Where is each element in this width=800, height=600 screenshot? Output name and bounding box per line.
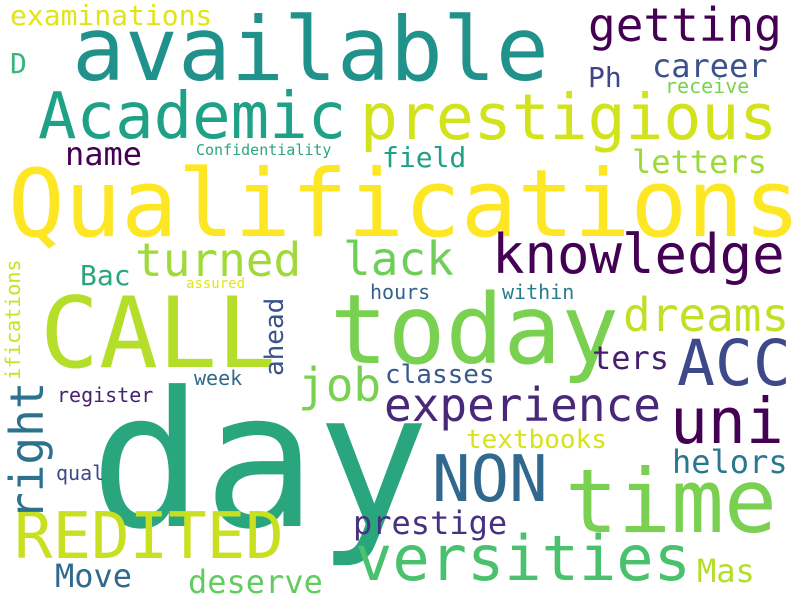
word-ters: ters xyxy=(592,339,670,377)
word-turned: turned xyxy=(135,233,302,287)
word-ph: Ph xyxy=(588,61,622,94)
word-mas: Mas xyxy=(697,552,755,590)
word-getting: getting xyxy=(588,0,782,52)
word-day: day xyxy=(90,352,430,571)
word-right: right xyxy=(0,381,54,520)
word-textbooks: textbooks xyxy=(466,425,607,455)
word-hours: hours xyxy=(370,280,431,304)
word-within: within xyxy=(502,280,575,304)
word-move: Move xyxy=(55,557,133,595)
word-qualifications: Qualifications xyxy=(8,150,800,259)
word-prestige: prestige xyxy=(353,504,508,542)
word-versities: versities xyxy=(355,522,691,595)
word-register: register xyxy=(57,383,154,407)
word-time: time xyxy=(565,450,777,553)
word-name: name xyxy=(65,135,143,173)
word-bac: Bac xyxy=(80,259,131,292)
word-job: job xyxy=(298,358,382,412)
word-confidentiality: Confidentiality xyxy=(196,141,332,159)
word-knowledge: knowledge xyxy=(492,223,785,286)
word-dreams: dreams xyxy=(623,288,790,342)
word-deserve: deserve xyxy=(188,563,323,600)
word-experience: experience xyxy=(384,378,661,432)
word-ahead: ahead xyxy=(260,297,290,376)
word-non: NON xyxy=(432,443,548,517)
word-field: field xyxy=(382,141,467,174)
word-week: week xyxy=(194,366,243,390)
word-uni: uni xyxy=(670,385,784,458)
word-classes: classes xyxy=(385,360,495,390)
word-letters: letters xyxy=(632,143,767,181)
word-acc: ACC xyxy=(677,327,791,400)
word-academic: Academic xyxy=(38,80,347,154)
word-redited: REDITED xyxy=(14,500,284,574)
word-helors: helors xyxy=(672,443,788,481)
word-d: D xyxy=(10,47,27,80)
word-available: available xyxy=(72,0,549,101)
word-career: career xyxy=(652,47,768,85)
word-call: CALL xyxy=(40,277,277,391)
word-ifications: ifications xyxy=(1,259,25,380)
word-examinations: examinations xyxy=(10,0,213,32)
word-receive: receive xyxy=(665,74,750,98)
word-qual: qual xyxy=(56,461,105,485)
word-prestigious: prestigious xyxy=(360,81,778,154)
word-assured: assured xyxy=(186,276,246,292)
word-lack: lack xyxy=(343,232,454,286)
word-today: today xyxy=(330,274,619,386)
